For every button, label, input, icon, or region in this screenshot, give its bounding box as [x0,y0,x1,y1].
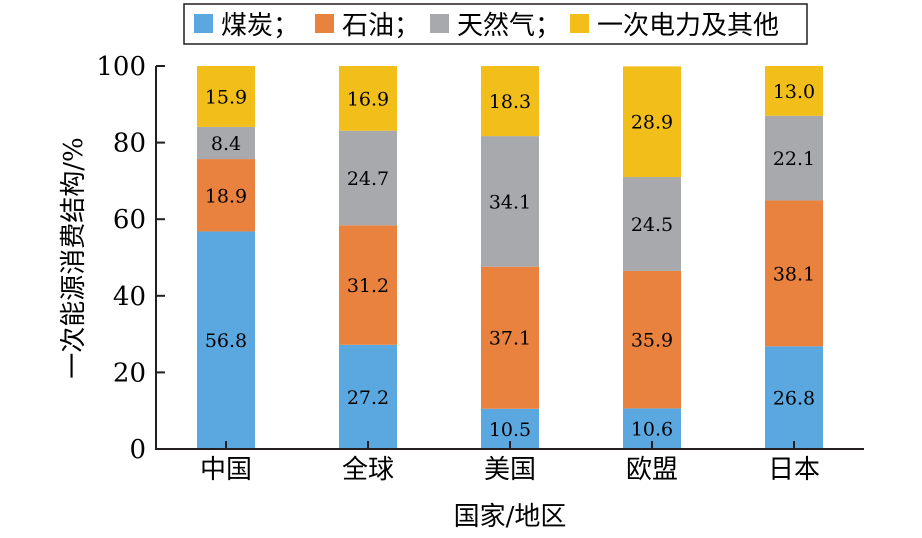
data-label: 8.4 [211,133,241,155]
y-tick-label: 40 [113,282,146,312]
data-label: 15.9 [205,86,247,108]
y-tick-label: 80 [113,129,146,159]
bar-segment [481,66,539,137]
legend-border [183,3,808,45]
bar-segment [623,270,681,409]
legend: 煤炭； 石油； 天然气； 一次电力及其他 [183,3,808,45]
x-tick-label: 全球 [342,455,394,485]
data-label: 10.6 [631,419,673,441]
data-label: 38.1 [773,263,815,285]
bar-segment [765,200,823,347]
x-axis-title: 国家/地区 [454,502,567,532]
x-tick-label: 中国 [200,455,252,485]
bar-segment [339,130,397,226]
x-tick-label: 美国 [484,455,536,485]
bar-segment [481,136,539,267]
data-label: 24.7 [347,168,389,190]
legend-swatch [570,14,589,33]
bar-segment [339,66,397,131]
data-label: 56.8 [205,330,247,352]
legend-swatch [315,14,334,33]
legend-label: 煤炭； [221,11,299,41]
x-ticks: 中国 全球 美国 欧盟 日本 [200,441,820,485]
bar-segment [623,177,681,271]
legend-swatch [430,14,449,33]
x-tick-label: 日本 [768,455,820,485]
data-label: 22.1 [773,148,815,170]
bar-segment [197,66,255,127]
data-label: 28.9 [631,112,673,134]
data-label: 34.1 [489,191,531,213]
data-label: 10.5 [489,419,531,441]
bar-segment [197,231,255,449]
data-label: 37.1 [489,328,531,350]
data-label: 13.0 [773,81,815,103]
bar-segment [765,115,823,201]
bar-segment [339,344,397,449]
y-tick-label: 20 [113,358,146,388]
y-tick-label: 100 [96,52,146,82]
x-tick-label: 欧盟 [626,455,678,485]
bar-segment [197,159,255,232]
bar-segment [481,266,539,409]
bars: 56.8 18.9 8.4 15.9 27.2 31.2 24.7 16.9 10.5 37.1 3… [197,66,823,449]
y-ticks: 0 20 40 60 80 100 [96,52,165,465]
legend-label: 石油； [342,11,420,41]
bar-segment [765,66,823,116]
legend-label: 一次电力及其他 [597,11,779,41]
data-label: 31.2 [347,275,389,297]
data-label: 18.9 [205,185,247,207]
bar-segment [197,126,255,160]
legend-label: 天然气； [457,11,561,41]
legend-swatch [194,14,213,33]
y-tick-label: 60 [113,205,146,235]
y-axis-title: 一次能源消费结构/% [59,137,89,378]
data-label: 16.9 [347,88,389,110]
y-tick-label: 0 [129,435,146,465]
bar-segment [765,346,823,449]
bar-segment [339,225,397,345]
data-label: 24.5 [631,214,673,236]
data-label: 27.2 [347,387,389,409]
bar-segment [623,66,681,178]
data-label: 26.8 [773,388,815,410]
data-label: 18.3 [489,91,531,113]
data-label: 35.9 [631,330,673,352]
